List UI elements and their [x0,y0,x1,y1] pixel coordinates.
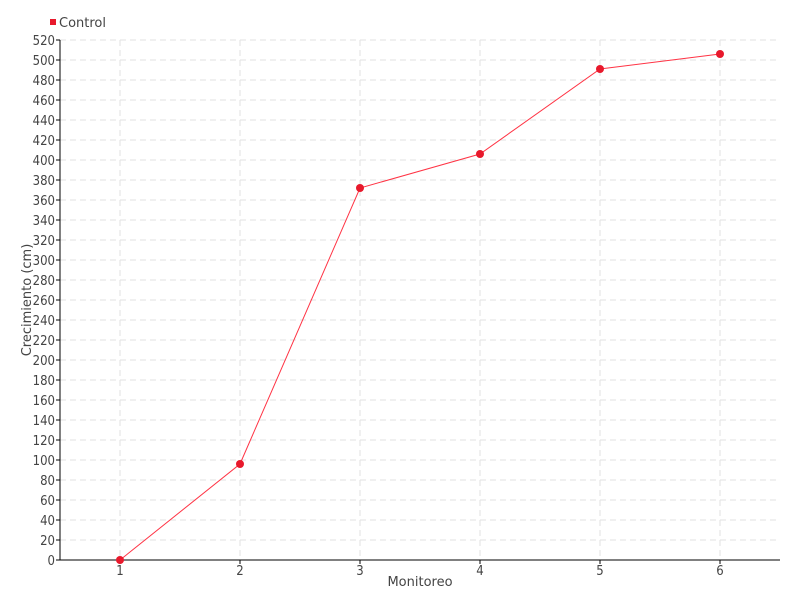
x-tick-label: 3 [356,564,363,579]
x-ticks: 1 2 3 4 5 6 [116,560,724,579]
y-tick-label: 440 [33,114,55,129]
x-tick-label: 5 [596,564,603,579]
x-tick-label: 6 [716,564,723,579]
y-tick-label: 500 [33,54,55,69]
data-point [596,65,604,73]
y-tick-label: 180 [33,374,55,389]
grid [60,39,780,560]
y-tick-label: 380 [33,174,55,189]
y-tick-label: 40 [40,514,55,529]
x-axis-label: Monitoreo [387,575,452,590]
y-tick-label: 280 [33,274,55,289]
x-tick-label: 1 [116,564,123,579]
data-point [116,556,124,564]
y-tick-label: 240 [33,314,55,329]
y-tick-label: 160 [33,394,55,409]
y-tick-label: 0 [48,554,55,569]
y-tick-label: 260 [33,294,55,309]
y-tick-label: 480 [33,74,55,89]
y-tick-label: 460 [33,94,55,109]
legend-label: Control [59,16,106,31]
y-tick-label: 420 [33,134,55,149]
y-tick-label: 120 [33,434,55,449]
y-tick-label: 60 [40,494,55,509]
data-point [476,150,484,158]
y-tick-label: 100 [33,454,55,469]
y-tick-label: 200 [33,354,55,369]
y-tick-label: 520 [33,34,55,49]
y-axis-label: Crecimiento (cm) [20,244,35,357]
y-tick-label: 20 [40,534,55,549]
x-tick-label: 4 [476,564,483,579]
y-tick-label: 340 [33,214,55,229]
y-ticks: 0 20 40 60 80 100 120 140 160 180 200 220 240 260 280 3… [33,34,60,569]
y-tick-label: 360 [33,194,55,209]
y-tick-label: 300 [33,254,55,269]
y-tick-label: 220 [33,334,55,349]
y-tick-label: 320 [33,234,55,249]
legend-swatch [50,19,56,25]
series-line [119,53,721,561]
x-tick-label: 2 [236,564,243,579]
data-point [716,50,724,58]
series [116,50,724,564]
y-tick-label: 80 [40,474,55,489]
data-point [236,460,244,468]
data-point [356,184,364,192]
y-tick-label: 400 [33,154,55,169]
y-tick-label: 140 [33,414,55,429]
legend[interactable]: Control [50,16,106,31]
